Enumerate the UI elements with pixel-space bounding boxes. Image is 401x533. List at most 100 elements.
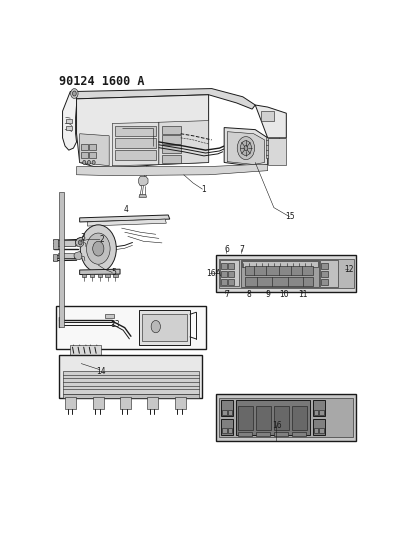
Bar <box>322 279 328 285</box>
Text: 11: 11 <box>298 290 307 299</box>
Polygon shape <box>224 127 268 166</box>
Bar <box>219 398 353 437</box>
Circle shape <box>240 141 251 156</box>
Bar <box>120 397 131 409</box>
Bar <box>115 126 156 136</box>
Text: 4: 4 <box>124 205 129 214</box>
Bar <box>256 406 271 431</box>
Bar <box>65 397 76 409</box>
Bar <box>53 239 58 249</box>
Bar <box>292 406 307 431</box>
Bar <box>313 419 325 434</box>
Bar <box>105 314 114 318</box>
Bar <box>90 273 94 277</box>
Circle shape <box>79 240 82 245</box>
Bar <box>221 400 233 416</box>
Circle shape <box>237 136 255 159</box>
Bar <box>314 410 318 415</box>
Bar <box>113 273 117 277</box>
Bar <box>220 260 239 286</box>
Bar <box>236 400 310 434</box>
Bar <box>98 273 102 277</box>
Text: 5: 5 <box>111 268 116 277</box>
Bar <box>261 111 274 122</box>
Bar <box>162 155 181 163</box>
Bar <box>115 138 156 148</box>
Polygon shape <box>112 122 159 166</box>
Circle shape <box>80 225 116 272</box>
Bar <box>228 279 234 285</box>
Bar <box>56 306 205 349</box>
Bar <box>70 345 101 358</box>
Bar <box>162 125 181 134</box>
Polygon shape <box>77 88 255 109</box>
Text: 10: 10 <box>279 290 289 299</box>
Circle shape <box>87 160 91 165</box>
Bar <box>63 370 199 394</box>
Bar <box>162 145 181 154</box>
Bar <box>81 143 88 150</box>
Circle shape <box>71 88 78 99</box>
Polygon shape <box>139 195 146 197</box>
Text: 13: 13 <box>111 320 120 329</box>
Bar <box>93 397 103 409</box>
Bar <box>228 271 234 277</box>
Text: 9: 9 <box>265 290 270 299</box>
Bar <box>221 419 233 434</box>
Text: 1: 1 <box>202 184 207 193</box>
Bar <box>245 277 313 286</box>
Bar <box>82 273 87 277</box>
Bar <box>228 410 232 415</box>
Polygon shape <box>255 105 286 138</box>
Bar <box>66 126 72 130</box>
Bar <box>217 255 356 292</box>
Bar <box>241 260 319 287</box>
Bar <box>219 259 354 288</box>
Bar <box>59 356 203 399</box>
Bar <box>322 263 328 269</box>
Circle shape <box>244 146 248 150</box>
Bar <box>222 429 227 433</box>
Bar <box>89 143 96 150</box>
Bar <box>89 152 96 158</box>
Circle shape <box>93 241 104 256</box>
Text: 2: 2 <box>99 235 104 244</box>
Bar <box>58 240 75 246</box>
Bar <box>175 397 186 409</box>
Bar <box>221 263 227 269</box>
Bar <box>53 254 57 261</box>
Circle shape <box>83 160 86 165</box>
Circle shape <box>92 160 95 165</box>
Text: 7: 7 <box>240 245 245 254</box>
Bar <box>292 432 306 436</box>
Bar <box>222 410 227 415</box>
Bar <box>66 119 72 124</box>
Bar <box>221 271 227 277</box>
Polygon shape <box>63 92 80 150</box>
Polygon shape <box>76 237 84 247</box>
Bar <box>313 400 325 416</box>
Circle shape <box>151 320 160 333</box>
Bar <box>266 136 279 158</box>
Text: 6: 6 <box>225 245 230 254</box>
Bar <box>115 150 156 160</box>
Polygon shape <box>77 95 209 167</box>
Bar <box>273 432 288 436</box>
Bar <box>320 260 338 287</box>
Bar <box>162 135 181 143</box>
Bar <box>59 192 64 327</box>
Polygon shape <box>80 134 109 166</box>
Text: 8: 8 <box>247 290 251 299</box>
Bar <box>139 310 190 345</box>
Bar <box>237 432 252 436</box>
Polygon shape <box>77 165 268 175</box>
Text: 15: 15 <box>285 212 295 221</box>
Polygon shape <box>80 215 170 222</box>
Polygon shape <box>80 269 120 274</box>
Polygon shape <box>63 394 199 398</box>
Bar <box>81 152 88 158</box>
Text: 16A: 16A <box>206 269 221 278</box>
Bar <box>228 263 234 269</box>
Bar <box>319 410 324 415</box>
Text: 14: 14 <box>97 367 106 376</box>
